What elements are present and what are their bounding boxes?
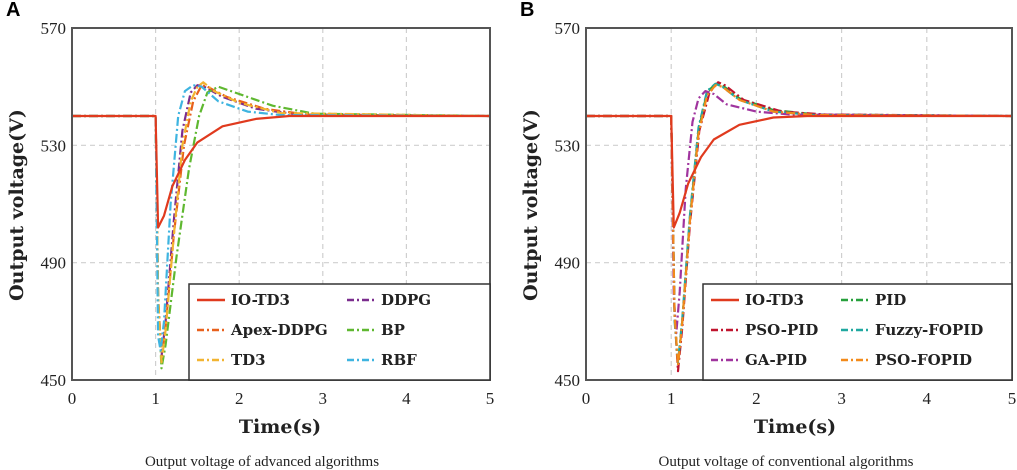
panel-a-legend-label-td3: TD3 xyxy=(231,351,266,369)
panel-a-ylabel: Output voltage(V) xyxy=(6,109,28,301)
panel-b-xlabel: Time(s) xyxy=(754,416,836,438)
panel-a-xtick-1: 1 xyxy=(151,389,160,408)
panel-b-ytick-450: 450 xyxy=(555,371,581,390)
panel-a-xtick-2: 2 xyxy=(235,389,244,408)
panel-a-xlabel: Time(s) xyxy=(239,416,321,438)
panel-b-ylabel: Output voltage(V) xyxy=(520,109,542,301)
panel-b-grid xyxy=(586,28,1012,380)
panel-b-legend-label-pid: PID xyxy=(875,291,906,309)
panel-a-legend-label-ddpg: DDPG xyxy=(381,291,431,309)
panel-b-ticks: 0 1 2 3 4 5 450 490 530 570 xyxy=(555,19,1017,408)
panel-b-legend-label-fuzzy-fopid: Fuzzy-FOPID xyxy=(875,321,983,339)
panel-b-xtick-0: 0 xyxy=(582,389,591,408)
panel-b-ytick-570: 570 xyxy=(555,19,581,38)
panel-a-ytick-450: 450 xyxy=(41,371,67,390)
panel-a-legend: IO-TD3 DDPG Apex-DDPG BP TD3 RBF xyxy=(188,283,491,381)
panel-a-xtick-3: 3 xyxy=(319,389,328,408)
panel-b-legend-label-pso-pid: PSO-PID xyxy=(745,321,818,339)
panel-a-legend-label-bp: BP xyxy=(381,321,405,339)
panel-b-xtick-4: 4 xyxy=(923,389,932,408)
panel-b-legend-label-pso-fopid: PSO-FOPID xyxy=(875,351,972,369)
panel-a-ytick-530: 530 xyxy=(41,136,67,155)
panel-b-legend-label-ga-pid: GA-PID xyxy=(745,351,807,369)
panel-a-legend-label-rbf: RBF xyxy=(381,351,417,369)
panel-a-series-io-td3 xyxy=(72,114,490,229)
panel-b-xtick-2: 2 xyxy=(752,389,761,408)
panel-a: A 0 1 2 3 4 5 450 490 530 570 Time(s) Output volt… xyxy=(6,0,494,470)
panel-a-series-rbf xyxy=(72,84,490,352)
panel-b-legend: IO-TD3 PID PSO-PID Fuzzy-FOPID GA-PID PSO-FOP… xyxy=(702,283,1013,381)
panel-a-ytick-570: 570 xyxy=(41,19,67,38)
panel-b-ytick-530: 530 xyxy=(555,136,581,155)
panel-a-legend-box xyxy=(188,283,491,381)
panel-b: B 0 1 2 3 4 5 450 490 530 570 Time(s) Output volt… xyxy=(520,0,1016,470)
panel-a-caption: Output voltage of advanced algorithms xyxy=(145,454,379,470)
panel-b-legend-label-io-td3: IO-TD3 xyxy=(745,291,804,309)
panel-a-lines xyxy=(72,81,490,370)
panel-b-xtick-3: 3 xyxy=(837,389,846,408)
panel-b-series-io-td3 xyxy=(586,114,1012,229)
panel-a-legend-label-apex-ddpg: Apex-DDPG xyxy=(230,321,328,339)
panel-a-xtick-5: 5 xyxy=(486,389,495,408)
panel-letter-a: A xyxy=(6,0,20,21)
panel-a-xtick-4: 4 xyxy=(402,389,411,408)
panel-a-ticks: 0 1 2 3 4 5 450 490 530 570 xyxy=(41,19,495,408)
panel-a-legend-label-io-td3: IO-TD3 xyxy=(231,291,290,309)
panel-b-ytick-490: 490 xyxy=(555,254,581,273)
panel-b-lines xyxy=(586,81,1012,373)
panel-b-series-pso-fopid xyxy=(586,84,1012,367)
panel-b-xtick-1: 1 xyxy=(667,389,676,408)
panel-b-caption: Output voltage of conventional algorithm… xyxy=(659,454,914,470)
panel-a-xtick-0: 0 xyxy=(68,389,77,408)
panel-a-ytick-490: 490 xyxy=(41,254,67,273)
panel-b-xtick-5: 5 xyxy=(1008,389,1017,408)
panel-letter-b: B xyxy=(520,0,534,21)
